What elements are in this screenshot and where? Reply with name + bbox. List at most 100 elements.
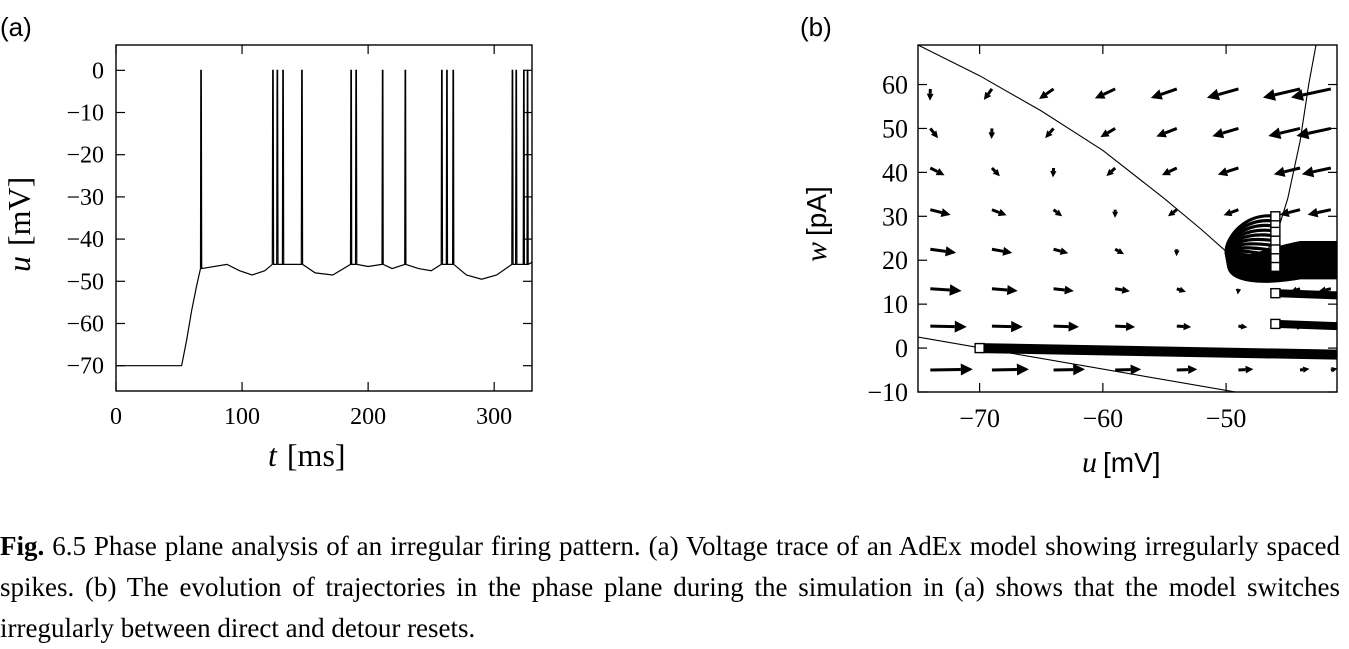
- panel-a-ytick-label: −30: [66, 185, 104, 211]
- vector-arrow: [1115, 248, 1124, 254]
- panel-a-xlabel: t[ms]: [268, 437, 346, 473]
- panel-b-ytick-label: 20: [882, 246, 908, 275]
- vector-arrow: [1224, 209, 1239, 216]
- reset-marker: [1271, 289, 1280, 298]
- panel-a-frame: [116, 45, 532, 391]
- panel-b-ylabel: w[pA]: [800, 186, 833, 262]
- vector-arrow: [1177, 365, 1197, 374]
- vector-arrow: [992, 321, 1023, 332]
- panel-b-xlabel: u[mV]: [1082, 446, 1161, 479]
- panel-b-label: (b): [800, 12, 832, 42]
- reset-marker: [1271, 212, 1280, 221]
- direct-trajectory: [980, 348, 1337, 355]
- vector-arrow: [927, 89, 934, 101]
- panel-a-ytick-label: −40: [66, 227, 104, 253]
- vector-arrow: [1100, 128, 1115, 137]
- vector-arrow: [1212, 128, 1238, 138]
- vector-arrow: [1238, 366, 1253, 374]
- caption-text: 6.5 Phase plane analysis of an irregular…: [0, 531, 1340, 643]
- caption-fig-label: Fig.: [0, 531, 44, 561]
- vector-arrow: [1174, 249, 1180, 256]
- direct-trajectory: [1275, 324, 1337, 326]
- vector-arrow: [930, 128, 938, 138]
- panel-b-ytick-label: 30: [882, 202, 908, 231]
- vector-arrow: [984, 89, 992, 100]
- trajectory-band: [1294, 243, 1337, 278]
- vector-arrow: [1177, 287, 1186, 293]
- panel-a-ytick-label: 0: [92, 58, 104, 84]
- vector-arrow: [1177, 323, 1191, 330]
- vector-arrow: [1300, 367, 1309, 373]
- vector-arrow: [1054, 322, 1079, 332]
- panel-b-xtick-label: −50: [1206, 404, 1247, 433]
- voltage-trace: [116, 70, 532, 365]
- panel-a-ylabel: u[mV]: [1, 177, 37, 272]
- vector-arrow: [930, 321, 966, 333]
- vector-arrow: [1050, 168, 1056, 177]
- vector-arrow: [1236, 289, 1241, 295]
- panel-a-xtick-label: 100: [224, 404, 260, 430]
- vector-arrow: [992, 364, 1029, 376]
- direct-trajectory: [1275, 293, 1337, 295]
- panel-b-ytick-label: 50: [882, 114, 908, 143]
- vector-arrow: [1054, 248, 1069, 255]
- panel-b-xtick-label: −70: [959, 404, 1000, 433]
- vector-arrow: [930, 168, 944, 175]
- vector-arrow: [1238, 323, 1247, 329]
- panel-a-label: (a): [0, 12, 32, 42]
- vector-arrow: [1168, 210, 1177, 217]
- vector-arrow: [1106, 168, 1115, 176]
- vector-arrow: [1112, 210, 1118, 218]
- panel-b-ytick-label: 0: [895, 334, 908, 363]
- vector-arrow: [930, 284, 961, 296]
- panel-b-ytick-label: 10: [882, 290, 908, 319]
- vector-arrow: [1151, 89, 1177, 100]
- vector-arrow: [992, 247, 1012, 256]
- vector-arrow: [992, 209, 1007, 216]
- reset-marker: [1271, 319, 1280, 328]
- vector-arrow: [1218, 167, 1239, 176]
- vector-arrow: [930, 246, 956, 256]
- panel-a-ytick-label: −50: [66, 269, 104, 295]
- vector-arrow: [1045, 128, 1053, 138]
- panel-a-ytick-label: −10: [66, 101, 104, 127]
- vector-arrow: [1156, 128, 1176, 137]
- panel-a-ytick-label: −20: [66, 143, 104, 169]
- panel-a-axes: 0 100 200 300 0 −10 −20 −30 −40 −50 −60 −70: [66, 45, 532, 430]
- vector-arrow: [1302, 166, 1331, 177]
- vector-arrow: [1095, 89, 1115, 99]
- vector-arrow: [930, 364, 972, 376]
- panel-a-xtick-label: 300: [476, 404, 512, 430]
- vector-arrow: [1115, 322, 1135, 331]
- reset-marker: [1271, 227, 1280, 236]
- vector-arrow: [992, 168, 1000, 176]
- reset-marker: [1271, 254, 1280, 263]
- vector-arrow: [1207, 89, 1239, 100]
- u-nullcline: [918, 45, 1316, 260]
- vector-arrow: [1115, 286, 1130, 293]
- vector-arrow: [1054, 210, 1063, 217]
- vector-arrow: [1039, 89, 1054, 99]
- panel-b-xtick-label: −60: [1083, 404, 1124, 433]
- vector-arrow: [1162, 168, 1177, 175]
- vector-arrow: [1268, 127, 1300, 138]
- vector-arrow: [930, 208, 950, 217]
- panel-a-xtick-label: 0: [110, 404, 122, 430]
- vector-arrow: [1274, 167, 1300, 177]
- reset-marker: [975, 344, 984, 353]
- panel-a-xtick-label: 200: [350, 404, 386, 430]
- panel-a-ytick-label: −60: [66, 311, 104, 337]
- reset-marker: [1271, 236, 1280, 245]
- vector-arrow: [989, 128, 996, 139]
- vector-arrow: [992, 285, 1018, 295]
- panel-a-ytick-label: −70: [66, 354, 104, 380]
- vector-arrow: [1308, 208, 1331, 217]
- reset-marker: [1271, 262, 1280, 271]
- panel-b-ytick-label: 60: [882, 71, 908, 100]
- figure-caption: Fig. 6.5 Phase plane analysis of an irre…: [0, 526, 1340, 649]
- reset-marker: [1271, 245, 1280, 254]
- vector-arrow: [1054, 286, 1074, 295]
- panel-b-ytick-label: 40: [882, 158, 908, 187]
